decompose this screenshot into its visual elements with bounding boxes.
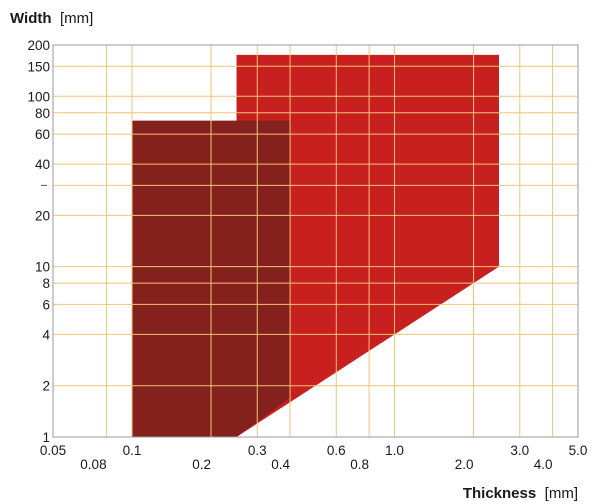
y-axis-unit: [mm] — [60, 10, 93, 27]
y-tick-label: 1 — [42, 430, 50, 445]
y-axis-title: Width [mm] — [10, 10, 93, 27]
x-tick-label: 0.1 — [123, 443, 142, 458]
y-tick-labels: 1 2 4 6 810 20 40 60 80 100 150 200 — [27, 38, 50, 445]
x-tick-label: 4.0 — [534, 457, 553, 472]
x-axis-unit: [mm] — [545, 485, 578, 502]
chart-areas — [132, 54, 499, 438]
y-tick-label: 60 — [35, 127, 50, 142]
y-tick-label: 20 — [35, 208, 50, 223]
x-tick-labels: 0.05 0.1 0.3 0.6 1.0 3.0 5.0 0.08 0.2 0.4 0.8 2.0 4.… — [40, 443, 588, 472]
plot-frame — [52, 44, 579, 438]
y-tick-label: 8 — [42, 276, 50, 291]
x-tick-label: 3.0 — [510, 443, 529, 458]
x-tick-label: 0.05 — [40, 443, 66, 458]
y-tick-label: 100 — [27, 89, 50, 104]
x-tick-label: 0.4 — [271, 457, 290, 472]
x-tick-label: 1.0 — [385, 443, 404, 458]
x-axis-title: Thickness [mm] — [463, 485, 578, 502]
x-tick-label: 0.6 — [327, 443, 346, 458]
x-tick-label: 2.0 — [455, 457, 474, 472]
chart-grid — [41, 45, 578, 437]
x-tick-label: 0.8 — [350, 457, 369, 472]
y-tick-label: 2 — [42, 379, 50, 394]
x-axis-name: Thickness — [463, 485, 536, 502]
x-tick-label: 0.2 — [192, 457, 211, 472]
x-tick-label: 0.08 — [80, 457, 106, 472]
y-tick-label: 40 — [35, 157, 50, 172]
area-region-1 — [236, 54, 499, 438]
y-tick-label: 80 — [35, 106, 50, 121]
y-tick-label: 6 — [42, 297, 50, 312]
y-tick-label: 150 — [27, 59, 50, 74]
x-tick-label: 0.3 — [248, 443, 267, 458]
y-axis-name: Width — [10, 10, 52, 27]
y-tick-label: 4 — [42, 327, 50, 342]
x-tick-label: 5.0 — [569, 443, 588, 458]
y-tick-label: 200 — [27, 38, 50, 53]
y-tick-label: 10 — [35, 260, 50, 275]
